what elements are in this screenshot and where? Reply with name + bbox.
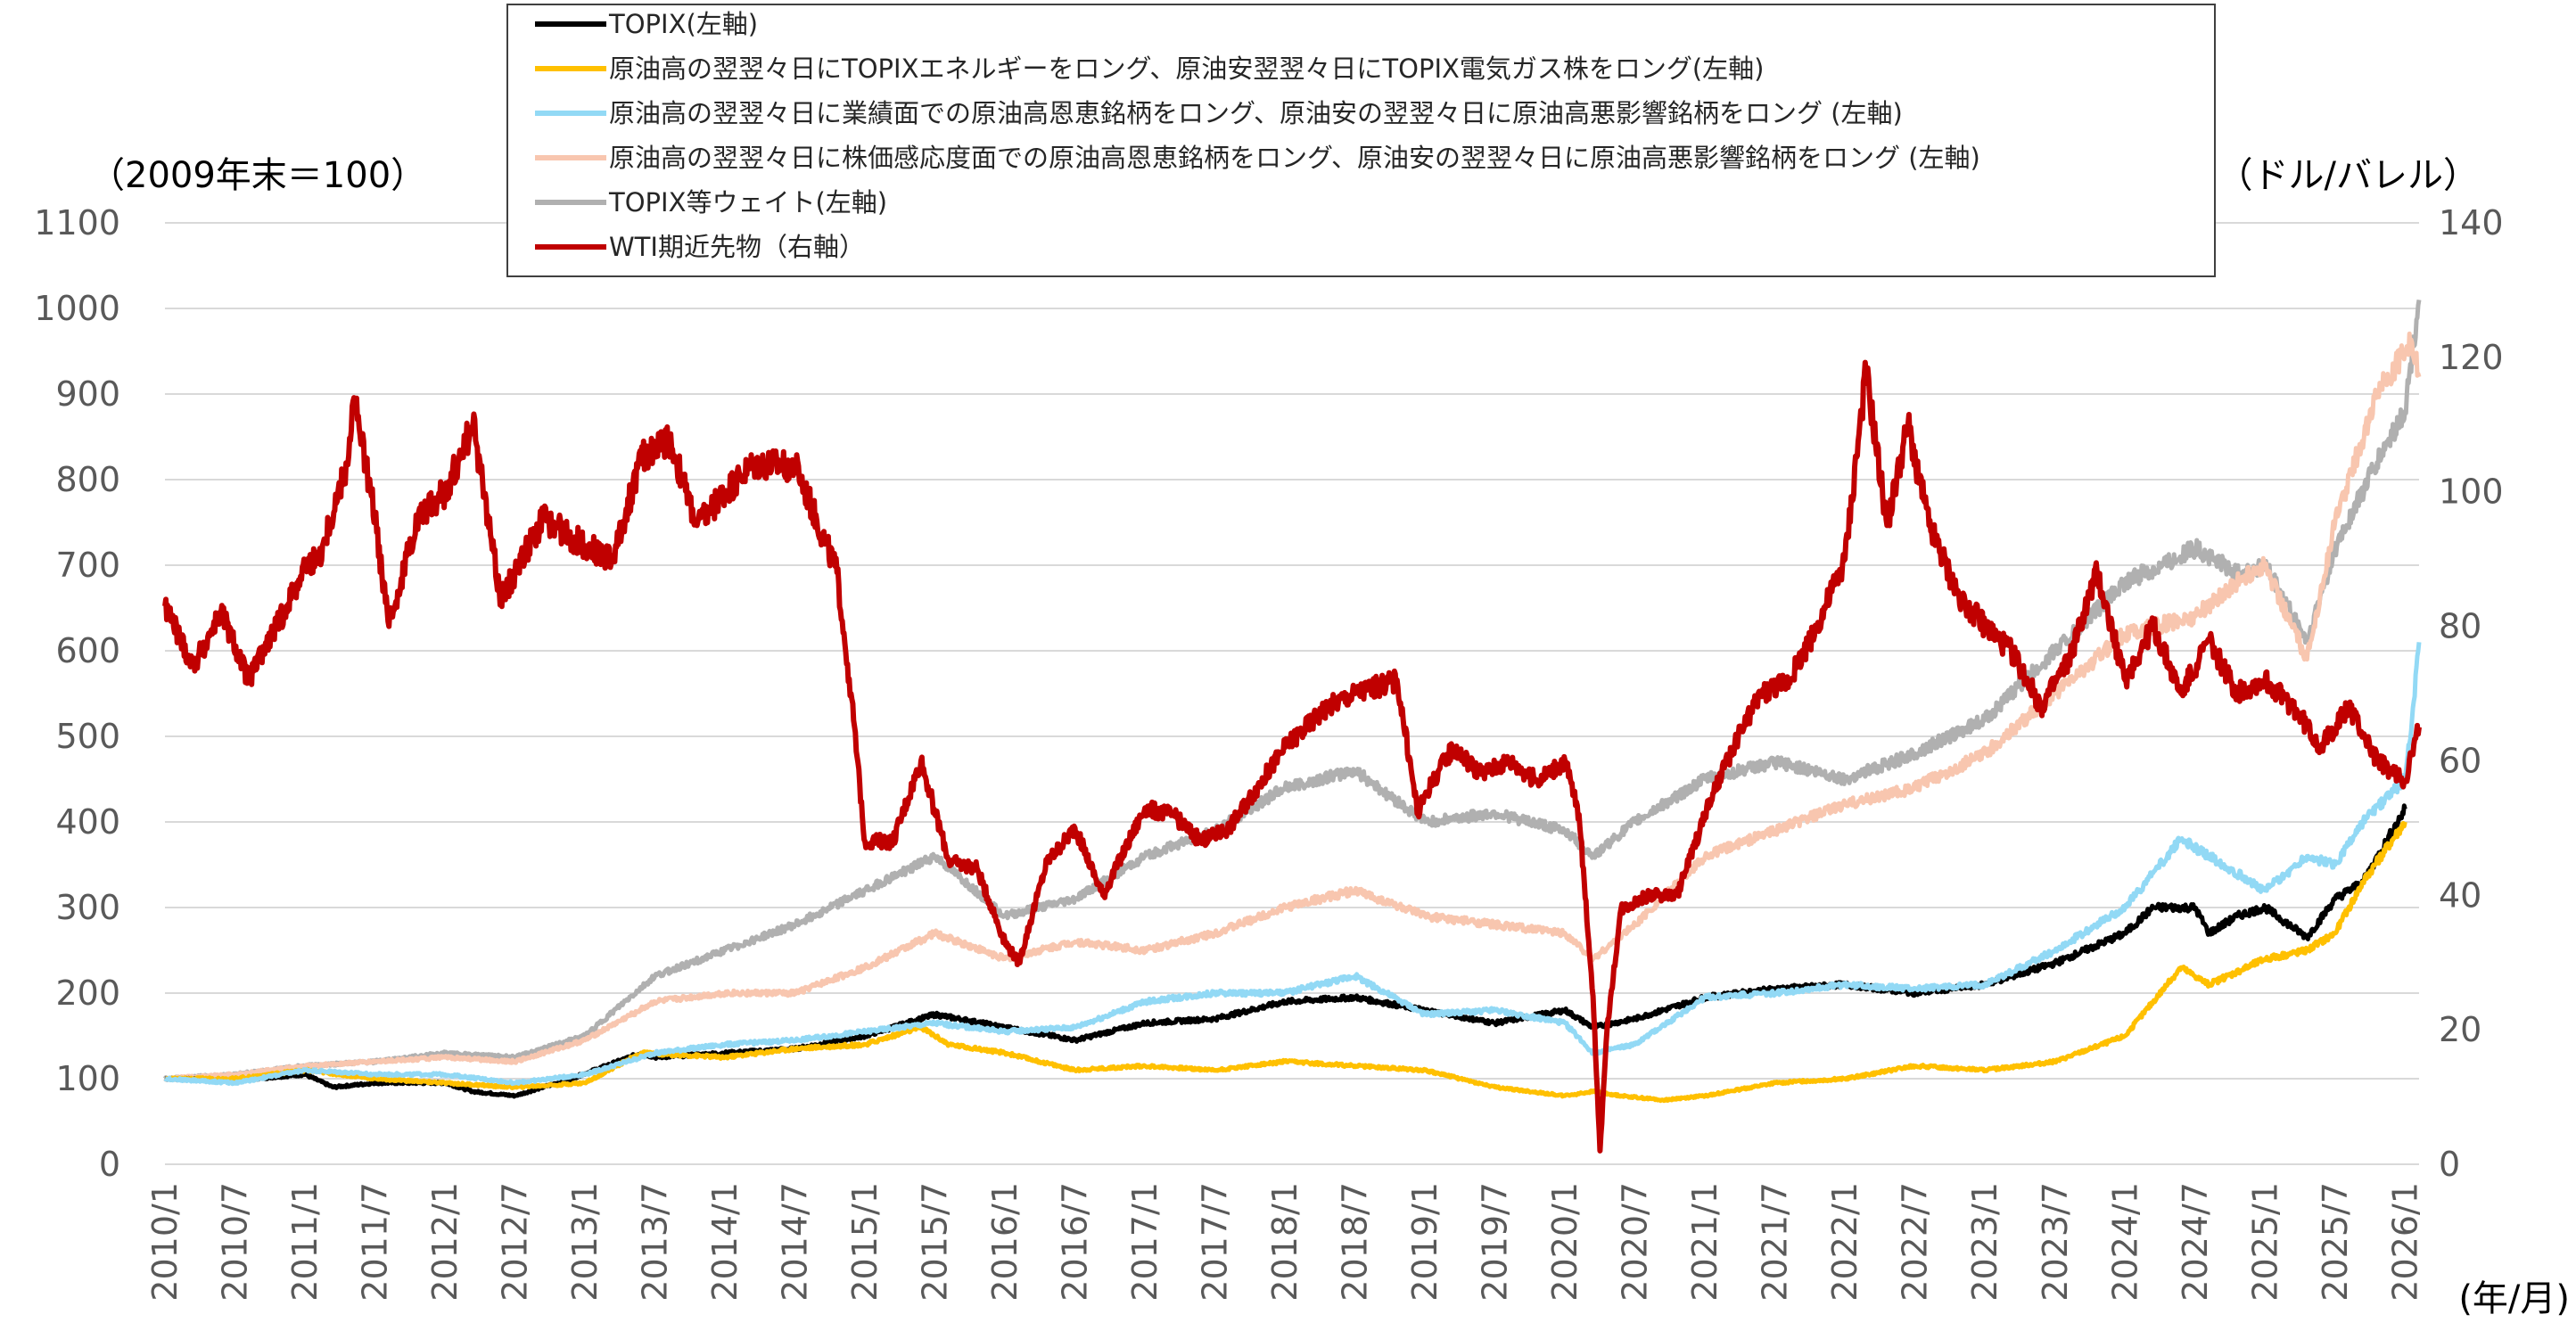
- right-tick-label: 0: [2439, 1145, 2460, 1184]
- x-tick-label: 2021/7: [1756, 1182, 1795, 1302]
- x-tick-label: 2025/7: [2316, 1182, 2355, 1302]
- series-line: [162, 359, 2422, 1154]
- x-tick-label: 2010/1: [145, 1182, 185, 1302]
- x-tick-label: 2012/7: [496, 1182, 535, 1302]
- x-tick-label: 2013/7: [636, 1182, 675, 1302]
- x-tick-label: 2014/1: [705, 1182, 745, 1302]
- x-tick-label: 2023/1: [1965, 1182, 2004, 1302]
- x-tick-label: 2021/1: [1685, 1182, 1724, 1302]
- x-tick-label: 2022/1: [1825, 1182, 1864, 1302]
- x-tick-label: 2013/1: [565, 1182, 605, 1302]
- series-lines: [162, 299, 2422, 1154]
- x-tick-label: 2015/7: [916, 1182, 955, 1302]
- right-tick-label: 120: [2439, 338, 2504, 377]
- x-tick-label: 2023/7: [2036, 1182, 2075, 1302]
- right-tick-label: 60: [2439, 741, 2481, 780]
- left-tick-label: 500: [55, 717, 120, 756]
- legend-label: WTI期近先物（右軸）: [609, 232, 865, 262]
- left-axis: 0 100 200 300 400 500 600 700 800 900 1000 1100: [34, 203, 120, 1184]
- left-tick-label: 0: [99, 1145, 120, 1184]
- x-tick-label: 2024/7: [2176, 1182, 2215, 1302]
- legend-label: 原油高の翌翌々日に業績面での原油高恩恵銘柄をロング、原油安の翌翌々日に原油高悪影…: [609, 98, 1903, 128]
- x-tick-label: 2017/7: [1196, 1182, 1235, 1302]
- left-tick-label: 900: [55, 374, 120, 414]
- x-tick-label: 2011/1: [285, 1182, 325, 1302]
- x-tick-label: 2012/1: [425, 1182, 465, 1302]
- legend-box: [506, 4, 2216, 277]
- left-tick-label: 300: [55, 888, 120, 927]
- left-tick-label: 200: [55, 973, 120, 1013]
- x-axis-unit-label: (年/月): [2458, 1278, 2570, 1319]
- right-axis: 0 20 40 60 80 100 120 140: [2439, 203, 2504, 1184]
- x-tick-label: 2016/7: [1056, 1182, 1095, 1302]
- legend-label: TOPIX等ウェイト(左軸): [608, 187, 887, 218]
- x-tick-label: 2018/7: [1336, 1182, 1375, 1302]
- left-axis-unit-label: （2009年末＝100）: [89, 155, 426, 196]
- legend-label: 原油高の翌翌々日にTOPIXエネルギーをロング、原油安翌翌々日にTOPIX電気ガ…: [609, 53, 1765, 84]
- legend-label: TOPIX(左軸): [608, 9, 758, 39]
- x-tick-label: 2025/1: [2245, 1182, 2284, 1302]
- x-tick-label: 2017/1: [1125, 1182, 1165, 1302]
- left-tick-label: 600: [55, 631, 120, 670]
- x-tick-label: 2022/7: [1896, 1182, 1935, 1302]
- right-tick-label: 100: [2439, 472, 2504, 512]
- left-tick-label: 1100: [34, 203, 120, 242]
- x-tick-label: 2019/1: [1405, 1182, 1444, 1302]
- left-tick-label: 400: [55, 802, 120, 842]
- left-tick-label: 1000: [34, 289, 120, 328]
- series-line: [163, 642, 2422, 1087]
- series-line: [162, 299, 2422, 1082]
- x-axis: 2010/1 2010/7 2011/1 2011/7 2012/1 2012/7 2013…: [145, 1182, 2424, 1302]
- x-tick-label: 2020/7: [1616, 1182, 1655, 1302]
- series-line: [163, 803, 2407, 1099]
- x-tick-label: 2018/1: [1265, 1182, 1304, 1302]
- right-tick-label: 40: [2439, 875, 2481, 915]
- right-axis-unit-label: （ドル/バレル）: [2218, 155, 2479, 196]
- right-tick-label: 20: [2439, 1010, 2481, 1049]
- right-tick-label: 80: [2439, 607, 2481, 646]
- x-tick-label: 2014/7: [776, 1182, 815, 1302]
- left-tick-label: 800: [55, 460, 120, 499]
- left-tick-label: 700: [55, 546, 120, 585]
- legend: TOPIX(左軸) 原油高の翌翌々日にTOPIXエネルギーをロング、原油安翌翌々日…: [506, 4, 2216, 277]
- series-line: [163, 331, 2422, 1082]
- gridlines: [165, 222, 2419, 1165]
- legend-label: 原油高の翌翌々日に株価感応度面での原油高恩恵銘柄をロング、原油安の翌翌々日に原油…: [609, 143, 1980, 173]
- x-tick-label: 2024/1: [2105, 1182, 2144, 1302]
- x-tick-label: 2019/7: [1476, 1182, 1515, 1302]
- right-tick-label: 140: [2439, 203, 2504, 242]
- x-tick-label: 2010/7: [216, 1182, 255, 1302]
- x-tick-label: 2015/1: [845, 1182, 885, 1302]
- x-tick-label: 2016/1: [985, 1182, 1025, 1302]
- x-tick-label: 2020/1: [1545, 1182, 1584, 1302]
- series-line: [163, 820, 2407, 1104]
- left-tick-label: 100: [55, 1059, 120, 1098]
- x-tick-label: 2026/1: [2385, 1182, 2424, 1302]
- x-tick-label: 2011/7: [356, 1182, 395, 1302]
